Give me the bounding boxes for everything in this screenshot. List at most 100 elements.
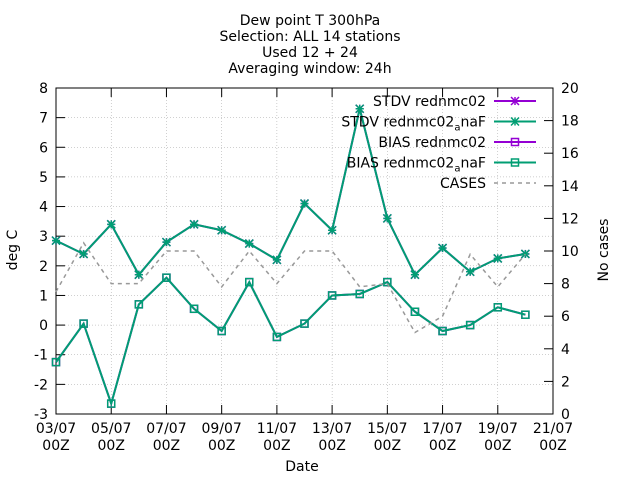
data-point xyxy=(245,277,254,287)
data-point xyxy=(410,307,420,317)
legend-label-sub: a xyxy=(454,123,460,134)
legend-label: STDV rednmc02anaF xyxy=(341,115,486,134)
marker-stroke xyxy=(438,243,448,253)
y-tick-label: 8 xyxy=(39,81,48,97)
y2-tick-label: 2 xyxy=(561,374,570,390)
data-point xyxy=(244,239,254,249)
data-point xyxy=(383,277,392,287)
legend-entry-1: STDV rednmc02anaF xyxy=(341,115,536,134)
marker-stroke xyxy=(510,96,520,106)
legend-label-main: BIAS rednmc02 xyxy=(347,156,455,172)
data-point xyxy=(493,303,503,312)
x-tick-label: 11/07 xyxy=(257,421,297,437)
x-tick-label-hour: 00Z xyxy=(208,438,235,454)
x-tick-label-hour: 00Z xyxy=(98,438,125,454)
y2-tick-label: 14 xyxy=(561,179,579,195)
y2-tick-label: 0 xyxy=(561,407,570,423)
data-point xyxy=(106,219,116,229)
data-point xyxy=(299,199,310,209)
y-tick-label: 0 xyxy=(39,318,48,334)
marker-stroke xyxy=(106,219,116,229)
marker-stroke xyxy=(355,104,365,114)
marker-stroke xyxy=(465,267,475,277)
y-tick-label: 6 xyxy=(39,140,48,156)
y-tick-label: 2 xyxy=(39,259,48,275)
x-tick-label: 17/07 xyxy=(422,421,462,437)
data-point xyxy=(79,249,89,259)
marker-stroke xyxy=(382,213,392,223)
y2-tick-label: 4 xyxy=(561,342,570,358)
data-point xyxy=(217,225,227,235)
y2-tick-label: 10 xyxy=(561,244,579,260)
axes: -3-2-10123456780246810121416182003/0700Z… xyxy=(34,81,579,454)
y-axis-label: deg C xyxy=(5,229,21,270)
data-point xyxy=(438,243,448,253)
legend-label: STDV rednmc02 xyxy=(373,94,486,110)
marker-stroke xyxy=(189,219,199,229)
x-tick-label: 03/07 xyxy=(36,421,76,437)
title-line-2: Selection: ALL 14 stations xyxy=(219,29,400,45)
data-point xyxy=(327,225,337,235)
data-point xyxy=(51,357,61,367)
plot-frame xyxy=(55,87,554,415)
data-point xyxy=(161,237,171,247)
marker-stroke xyxy=(217,225,227,235)
x-tick-label: 15/07 xyxy=(367,421,407,437)
x-tick-label: 07/07 xyxy=(146,421,186,437)
data-point xyxy=(217,326,226,336)
data-point xyxy=(493,253,503,263)
marker-stroke xyxy=(493,253,503,263)
legend-entry-3: BIAS rednmc02anaF xyxy=(347,156,536,175)
marker-stroke xyxy=(161,237,171,247)
series-3 xyxy=(51,273,530,408)
y-tick-label: 3 xyxy=(39,229,48,245)
data-point xyxy=(189,304,199,314)
x-tick-label-hour: 00Z xyxy=(318,438,345,454)
data-point xyxy=(382,213,392,223)
marker-stroke xyxy=(51,236,61,246)
data-point xyxy=(465,320,475,330)
x-tick-label-hour: 00Z xyxy=(42,438,69,454)
legend-label: CASES xyxy=(440,176,486,192)
data-point xyxy=(189,219,199,229)
title-line-3: Used 12 + 24 xyxy=(262,45,358,61)
y-tick-label: 1 xyxy=(39,288,48,304)
x-tick-label: 19/07 xyxy=(478,421,518,437)
series-1 xyxy=(51,104,530,280)
x-tick-label-hour: 00Z xyxy=(263,438,290,454)
legend-label-tail: naF xyxy=(460,115,486,131)
marker-stroke xyxy=(134,270,144,280)
x-tick-label: 09/07 xyxy=(201,421,241,437)
data-point xyxy=(134,270,144,280)
y-tick-label: 4 xyxy=(39,200,48,216)
legend-label-sub: a xyxy=(454,164,460,175)
data-point xyxy=(106,399,116,408)
data-point xyxy=(327,291,337,300)
marker-stroke xyxy=(410,270,420,280)
marker-stroke xyxy=(327,225,337,235)
series-line xyxy=(55,276,526,407)
data-point xyxy=(300,319,309,328)
y-tick-label: 7 xyxy=(39,111,48,127)
x-tick-label: 21/07 xyxy=(533,421,573,437)
data-point xyxy=(272,332,282,342)
x-tick-label-hour: 00Z xyxy=(153,438,180,454)
series-line xyxy=(55,276,526,407)
data-point xyxy=(134,300,144,309)
marker-stroke xyxy=(520,249,530,259)
y2-tick-label: 20 xyxy=(561,81,579,97)
data-point xyxy=(355,104,365,114)
legend-swatch-marker xyxy=(510,116,520,127)
marker-stroke xyxy=(299,199,310,209)
legend-label-main: STDV rednmc02 xyxy=(341,115,454,131)
title-line-1: Dew point T 300hPa xyxy=(240,13,380,29)
y-tick-label: -1 xyxy=(34,348,48,364)
data-point xyxy=(438,326,447,336)
legend-swatch-marker xyxy=(510,137,520,147)
x-tick-label: 13/07 xyxy=(312,421,352,437)
series-line xyxy=(55,241,526,334)
y-tick-label: -3 xyxy=(34,407,48,423)
data-point xyxy=(465,267,475,277)
